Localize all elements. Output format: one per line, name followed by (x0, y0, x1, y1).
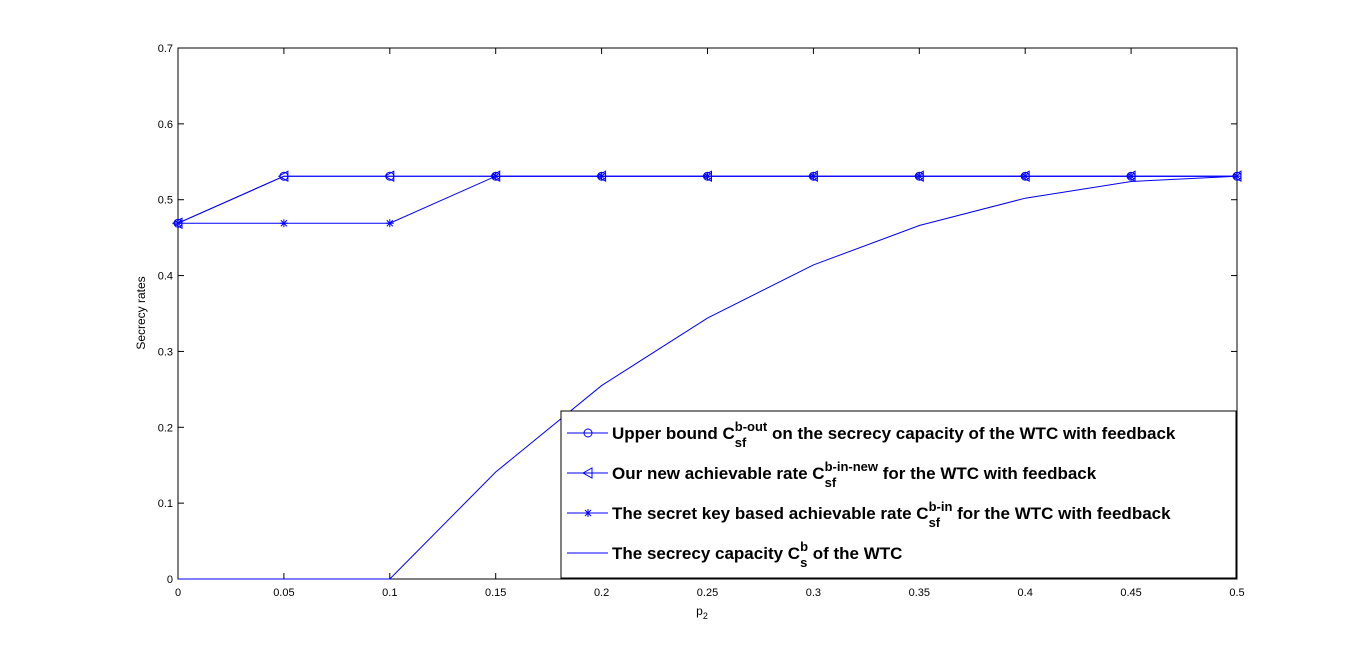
legend-label-text-post: on the secrecy capacity of the WTC with … (767, 424, 1176, 443)
legend-label: Upper bound Cb-out sf on the secrecy capa… (612, 419, 1176, 450)
data-point (174, 219, 182, 228)
x-axis-label-sub: 2 (703, 611, 708, 621)
legend-label: Our new achievable rate Cb-in-new sf for … (612, 459, 1097, 490)
x-tick-label: 0.4 (1018, 587, 1033, 599)
data-point (491, 172, 500, 181)
legend-entry-4: The secrecy capacity Cb s of the WTC (567, 539, 902, 570)
x-axis-label-main: p (696, 604, 703, 618)
series-4 (178, 175, 1238, 580)
x-tick-label: 0.3 (806, 587, 821, 599)
series-layer (171, 170, 1242, 580)
legend-label-sup: b-in-new (825, 459, 879, 474)
legend-label-text: The secrecy capacity C (612, 544, 800, 563)
x-tick-label: 0.15 (485, 587, 506, 599)
y-tick-label: 0.1 (158, 498, 173, 510)
x-tick-label: 0 (175, 587, 181, 599)
legend-box (560, 410, 1237, 579)
y-tick-label: 0.5 (158, 195, 173, 207)
axis-ticks: 0 0.05 0.1 0.15 0.2 0.25 0.3 0.35 0.4 0.45 0.5 0 0.1… (158, 43, 1245, 599)
y-tick-label: 0.4 (158, 271, 173, 283)
legend-label-sub: sf (929, 515, 941, 530)
legend-marker (583, 428, 593, 438)
x-tick-label: 0.25 (697, 587, 718, 599)
x-tick-label: 0.35 (909, 587, 930, 599)
legend-label-sub: s (800, 555, 807, 570)
y-tick-label: 0.7 (158, 43, 173, 55)
x-axis-label: p2 (696, 604, 708, 621)
legend-marker (581, 467, 593, 479)
data-point (597, 172, 606, 181)
legend-label-text-post: for the WTC with feedback (878, 464, 1097, 483)
y-tick-label: 0 (167, 574, 173, 586)
legend-entry-3: The secret key based achievable rate Cb-… (567, 499, 1171, 530)
y-tick-label: 0.2 (158, 422, 173, 434)
legend-label: The secret key based achievable rate Cb-… (612, 499, 1171, 530)
legend-label-sub: sf (735, 435, 747, 450)
legend-label-text: Our new achievable rate C (612, 464, 825, 483)
data-point (277, 170, 289, 183)
legend-label-text: Upper bound C (612, 424, 735, 443)
data-point (703, 172, 712, 181)
data-point (383, 170, 395, 183)
legend-label-text-post: of the WTC (808, 544, 902, 563)
x-tick-label: 0.05 (273, 587, 294, 599)
x-tick-label: 0.45 (1120, 587, 1141, 599)
legend-label: The secrecy capacity Cb s of the WTC (612, 539, 902, 570)
y-axis-label: Secrecy rates (134, 276, 148, 349)
data-point (915, 172, 924, 181)
data-point (279, 219, 288, 228)
legend-label-sup: b-out (735, 419, 768, 434)
legend-label-sup: b-in (929, 499, 953, 514)
x-tick-label: 0.2 (594, 587, 609, 599)
y-tick-label: 0.6 (158, 119, 173, 131)
legend-entry-1: Upper bound Cb-out sf on the secrecy capa… (567, 419, 1176, 450)
data-point (1127, 172, 1136, 181)
legend-label-text: The secret key based achievable rate C (612, 504, 929, 523)
series-line (178, 175, 1238, 580)
legend-label-text-post: for the WTC with feedback (952, 504, 1171, 523)
legend-marker (584, 509, 592, 517)
data-point (1021, 172, 1030, 181)
y-tick-label: 0.3 (158, 346, 173, 358)
x-tick-label: 0.5 (1229, 587, 1244, 599)
legend-entry-2: Our new achievable rate Cb-in-new sf for … (567, 459, 1097, 490)
legend: Upper bound Cb-out sf on the secrecy capa… (560, 410, 1237, 579)
data-point (809, 172, 818, 181)
x-tick-label: 0.1 (382, 587, 397, 599)
legend-label-sup: b (800, 539, 808, 554)
data-point (385, 219, 394, 228)
legend-label-sub: sf (825, 475, 837, 490)
